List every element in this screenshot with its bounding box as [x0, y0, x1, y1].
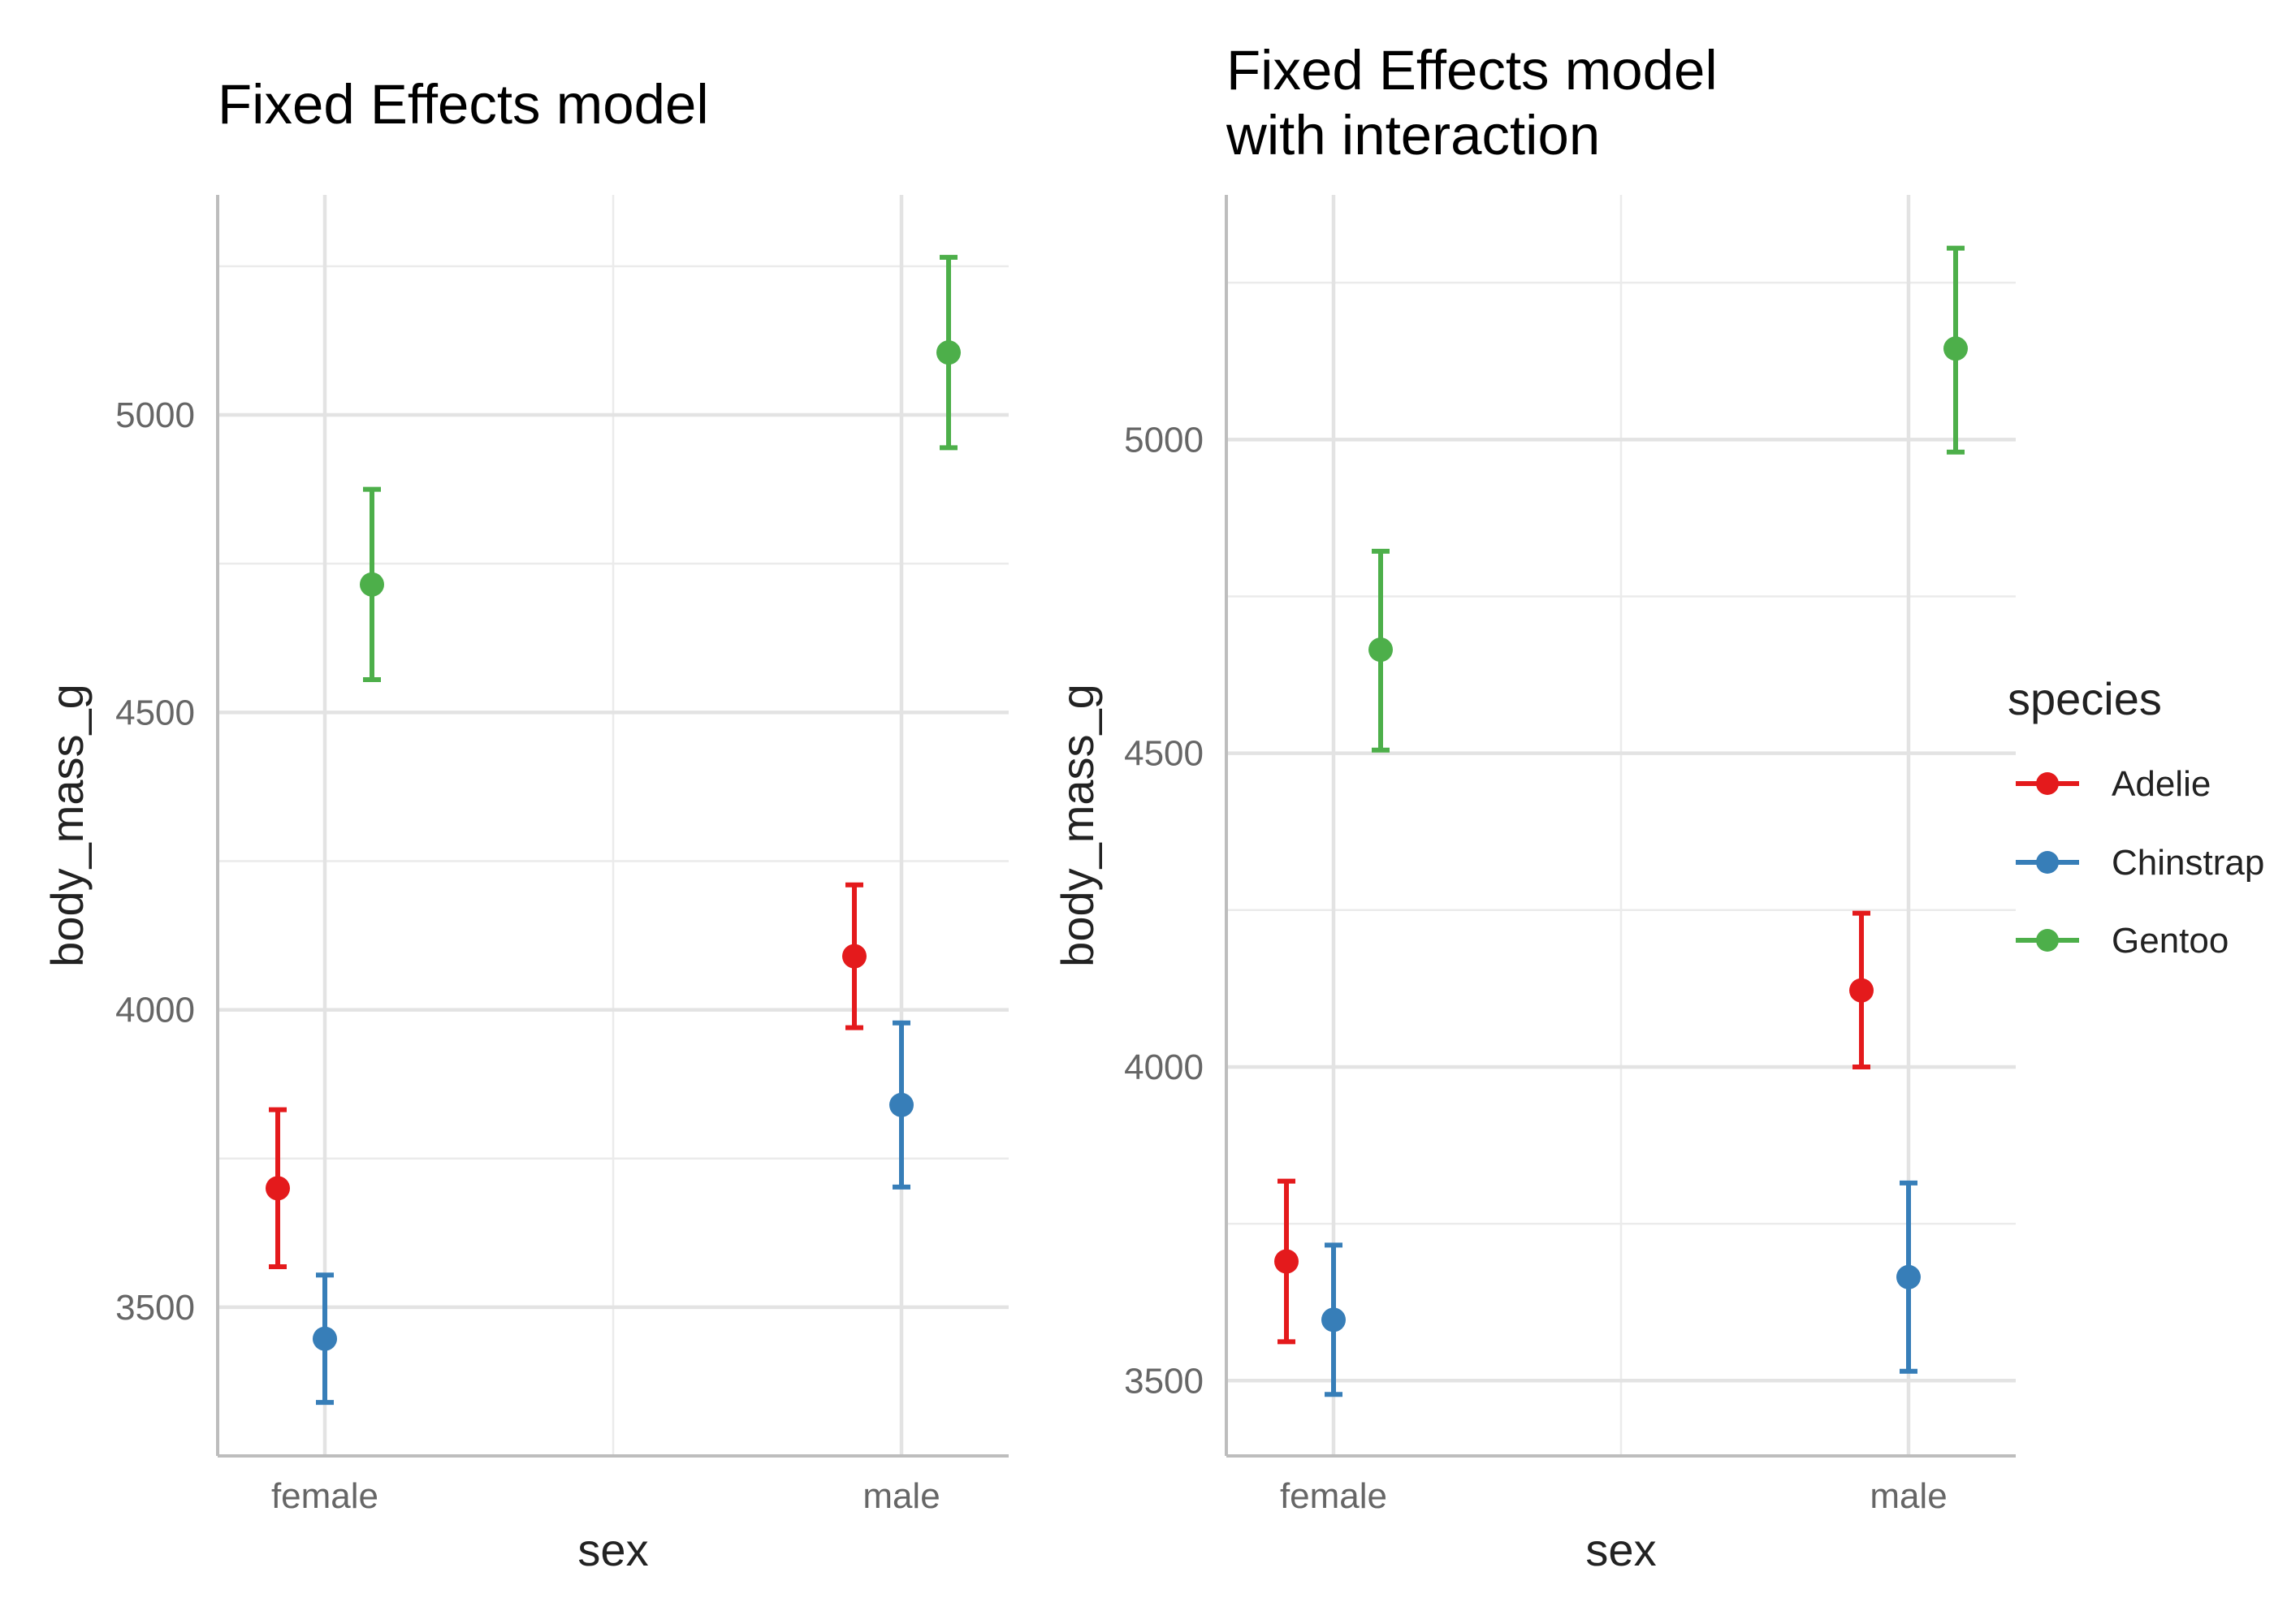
x-tick-label: female — [1280, 1476, 1387, 1516]
point-chinstrap — [313, 1326, 337, 1351]
y-axis-title: body_mass_g — [41, 684, 93, 967]
point-adelie — [266, 1176, 290, 1201]
point-gentoo — [936, 340, 961, 365]
legend-label: Gentoo — [2112, 921, 2229, 961]
x-tick-label: male — [862, 1476, 940, 1516]
y-axis-title: body_mass_g — [1052, 684, 1103, 967]
x-axis-title: sex — [1585, 1524, 1656, 1575]
y-tick-label: 5000 — [1124, 420, 1204, 460]
point-gentoo — [1368, 637, 1393, 663]
panel-fixed-effects: 3500 4000 4500 5000 female male Fixed Effects … — [41, 73, 1009, 1575]
legend-key-point — [2036, 851, 2059, 874]
legend-key-point — [2036, 929, 2059, 952]
x-axis-title: sex — [577, 1524, 648, 1575]
y-tick-label: 3500 — [115, 1288, 195, 1328]
point-chinstrap — [1896, 1264, 1921, 1289]
legend-label: Adelie — [2112, 764, 2211, 804]
legend-title: species — [2008, 673, 2162, 724]
chart-title: with interaction — [1226, 104, 1600, 166]
legend-label: Chinstrap — [2112, 843, 2264, 883]
point-chinstrap — [1321, 1307, 1346, 1332]
y-tick-label: 4000 — [1124, 1047, 1204, 1087]
y-tick-label: 4500 — [1124, 734, 1204, 774]
point-gentoo — [1943, 336, 1968, 361]
legend: species Adelie Chinstrap Gentoo — [2008, 673, 2264, 961]
y-tick-label: 4000 — [115, 991, 195, 1030]
point-adelie — [1274, 1249, 1299, 1274]
y-tick-label: 4500 — [115, 693, 195, 732]
panel-fixed-effects-interaction: 3500 4000 4500 5000 female male Fixed Effects … — [1052, 39, 2016, 1575]
y-tick-label: 5000 — [115, 395, 195, 435]
legend-key-point — [2036, 772, 2059, 795]
point-chinstrap — [889, 1092, 914, 1117]
y-tick-label: 3500 — [1124, 1361, 1204, 1401]
x-tick-label: male — [1870, 1476, 1947, 1516]
x-tick-label: female — [271, 1476, 378, 1516]
chart-title: Fixed Effects model — [218, 73, 709, 136]
point-adelie — [842, 944, 867, 969]
chart-title: Fixed Effects model — [1226, 39, 1718, 102]
point-gentoo — [360, 572, 384, 597]
point-adelie — [1849, 978, 1874, 1003]
